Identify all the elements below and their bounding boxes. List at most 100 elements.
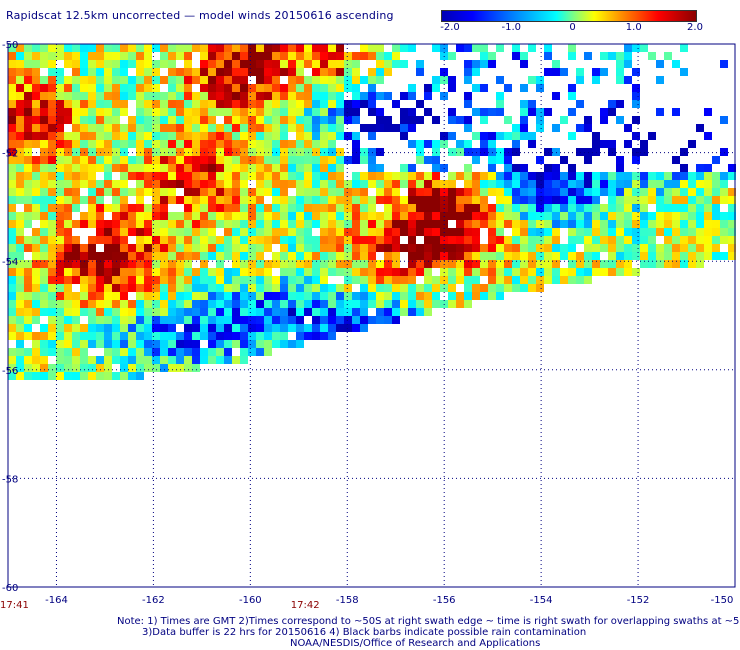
swath-cell [48, 164, 56, 172]
swath-cell [392, 236, 400, 244]
swath-cell [488, 140, 496, 148]
swath-cell [120, 340, 128, 348]
swath-cell [728, 236, 736, 244]
swath-cell [608, 212, 616, 220]
swath-cell [272, 284, 280, 292]
swath-cell [72, 340, 80, 348]
swath-cell [512, 180, 520, 188]
swath-cell [112, 332, 120, 340]
swath-cell [128, 356, 136, 364]
swath-cell [624, 204, 632, 212]
swath-cell [120, 260, 128, 268]
swath-cell [24, 356, 32, 364]
swath-cell [312, 188, 320, 196]
swath-cell [320, 300, 328, 308]
swath-cell [16, 292, 24, 300]
swath-cell [352, 308, 360, 316]
swath-cell [664, 172, 672, 180]
swath-cell [40, 356, 48, 364]
swath-cell [312, 68, 320, 76]
swath-cell [72, 84, 80, 92]
swath-cell [328, 124, 336, 132]
swath-cell [432, 156, 440, 164]
swath-cell [104, 284, 112, 292]
swath-cell [640, 228, 648, 236]
swath-cell [80, 244, 88, 252]
swath-cell [368, 92, 376, 100]
swath-cell [192, 244, 200, 252]
swath-cell [616, 212, 624, 220]
swath-cell [432, 44, 440, 52]
swath-cell [136, 228, 144, 236]
note-line-3: NOAA/NESDIS/Office of Research and Appli… [290, 638, 541, 649]
swath-cell [704, 196, 712, 204]
swath-cell [48, 244, 56, 252]
swath-cell [64, 196, 72, 204]
swath-cell [120, 212, 128, 220]
swath-cell [248, 92, 256, 100]
swath-cell [224, 124, 232, 132]
swath-cell [656, 188, 664, 196]
swath-cell [8, 252, 16, 260]
swath-cell [632, 228, 640, 236]
swath-cell [544, 204, 552, 212]
swath-cell [144, 252, 152, 260]
swath-cell [176, 100, 184, 108]
swath-cell [416, 292, 424, 300]
swath-cell [200, 108, 208, 116]
swath-cell [56, 260, 64, 268]
swath-cell [24, 308, 32, 316]
swath-cell [640, 188, 648, 196]
swath-cell [264, 60, 272, 68]
swath-cell [328, 244, 336, 252]
swath-cell [376, 164, 384, 172]
swath-cell [720, 228, 728, 236]
swath-cell [424, 236, 432, 244]
swath-cell [464, 60, 472, 68]
swath-cell [104, 188, 112, 196]
swath-cell [24, 100, 32, 108]
swath-cell [216, 204, 224, 212]
swath-cell [120, 228, 128, 236]
swath-cell [352, 188, 360, 196]
swath-cell [232, 140, 240, 148]
swath-cell [88, 188, 96, 196]
swath-cell [48, 372, 56, 380]
swath-cell [328, 92, 336, 100]
swath-cell [288, 340, 296, 348]
swath-cell [400, 180, 408, 188]
swath-cell [264, 220, 272, 228]
swath-cell [144, 188, 152, 196]
swath-cell [328, 268, 336, 276]
swath-cell [320, 140, 328, 148]
swath-cell [312, 44, 320, 52]
swath-cell [632, 100, 640, 108]
swath-cell [512, 220, 520, 228]
swath-cell [264, 52, 272, 60]
swath-cell [8, 84, 16, 92]
swath-cell [176, 212, 184, 220]
swath-cell [184, 268, 192, 276]
swath-cell [272, 340, 280, 348]
swath-cell [232, 284, 240, 292]
swath-cell [216, 108, 224, 116]
swath-cell [16, 52, 24, 60]
swath-cell [176, 172, 184, 180]
swath-cell [408, 276, 416, 284]
swath-cell [536, 116, 544, 124]
swath-cell [152, 140, 160, 148]
swath-cell [672, 228, 680, 236]
swath-cell [312, 316, 320, 324]
swath-cell [280, 132, 288, 140]
swath-cell [88, 140, 96, 148]
swath-cell [576, 76, 584, 84]
swath-cell [88, 372, 96, 380]
swath-cell [104, 180, 112, 188]
swath-cell [384, 308, 392, 316]
swath-cell [40, 116, 48, 124]
swath-cell [376, 92, 384, 100]
swath-cell [632, 196, 640, 204]
swath-cell [80, 148, 88, 156]
swath-cell [192, 364, 200, 372]
swath-cell [232, 68, 240, 76]
